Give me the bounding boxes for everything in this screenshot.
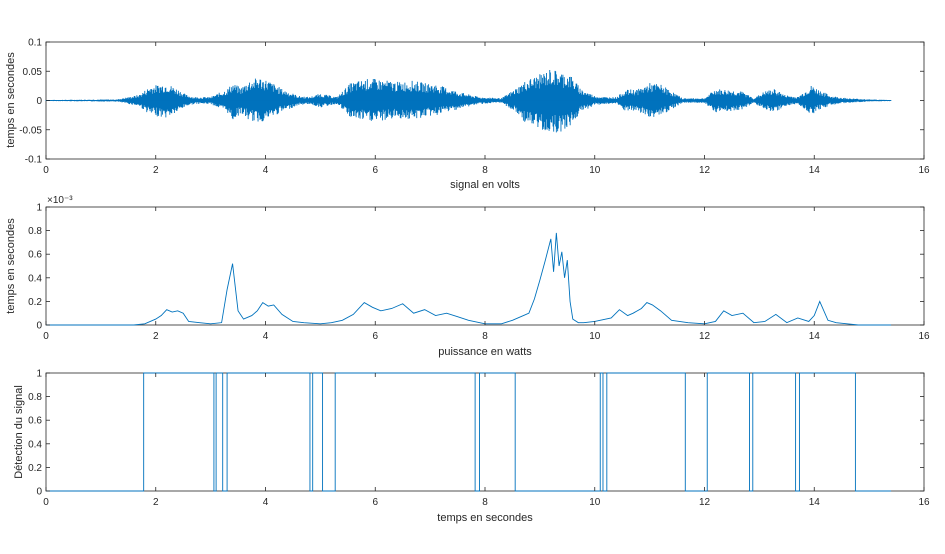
plot-signal-xtick-label: 2	[153, 165, 159, 176]
plot-signal-ytick-label: 0.05	[23, 67, 43, 78]
plot-signal-xtick-label: 12	[699, 165, 711, 176]
plot-signal-ytick-label: -0.05	[19, 125, 42, 136]
plot-power-xtick-label: 14	[809, 331, 821, 342]
plot-power-xtick-label: 8	[482, 331, 488, 342]
plot-detection-xtick-label: 8	[482, 497, 488, 508]
plot-power-xtick-label: 2	[153, 331, 159, 342]
plot-detection-xtick-label: 12	[699, 497, 711, 508]
plot-detection-xtick-label: 2	[153, 497, 159, 508]
plot-detection-xtick-label: 14	[809, 497, 821, 508]
plot-power-line	[46, 232, 892, 326]
plot-detection: 0 2 4 6 8 10 12 14 16 0 0.2 0.4 0.6 0.8 1 temps en sec…	[13, 369, 930, 525]
plot-power-xtick-label: 0	[43, 331, 49, 342]
plot-signal-ylabel: temps en secondes	[5, 52, 17, 148]
plot-detection-ylabel: Détection du signal	[13, 385, 25, 479]
plot-power-ytick-label: 0.2	[28, 297, 42, 308]
plot-detection-ytick-label: 0	[36, 487, 42, 498]
plot-detection-xtick-label: 10	[589, 497, 601, 508]
plot-detection-axes	[45, 372, 925, 492]
plot-power-axes	[45, 206, 925, 326]
plot-detection-xlabel: temps en secondes	[437, 512, 533, 524]
plot-signal-xlabel: signal en volts	[450, 179, 520, 191]
plot-power-xlabel: puissance en watts	[438, 346, 532, 358]
plot-detection-ytick-label: 0.4	[28, 439, 42, 450]
plot-power-xtick-label: 10	[589, 331, 601, 342]
plot-power-xtick-label: 6	[372, 331, 378, 342]
plot-power-multiplier: ×10⁻³	[47, 195, 73, 206]
plot-detection-xtick-label: 6	[372, 497, 378, 508]
plot-signal-ytick-label: -0.1	[25, 155, 43, 166]
plot-power-ytick-label: 0.8	[28, 226, 42, 237]
plot-detection-marks	[46, 372, 892, 492]
plot-detection-xtick-label: 16	[918, 497, 930, 508]
plot-detection-xtick-label: 4	[263, 497, 269, 508]
plot-signal-xtick-label: 4	[263, 165, 269, 176]
plot-power-ytick-label: 1	[36, 203, 42, 214]
plot-signal-xtick-label: 8	[482, 165, 488, 176]
plot-detection-ytick-label: 0.6	[28, 416, 42, 427]
plot-detection-line	[46, 372, 892, 492]
plot-detection-ytick-label: 0.2	[28, 463, 42, 474]
plot-detection-xtick-label: 0	[43, 497, 49, 508]
plot-power-marks	[46, 232, 892, 326]
plot-signal-xtick-label: 16	[918, 165, 930, 176]
plot-power-xtick-label: 12	[699, 331, 711, 342]
plot-signal-xtick-label: 0	[43, 165, 49, 176]
plot-signal-xtick-label: 6	[372, 165, 378, 176]
plot-power-xtick-label: 16	[918, 331, 930, 342]
plot-power: 0 2 4 6 8 10 12 14 16 0 0.2 0.4 0.6 0.8 1 ×10⁻³ puissa…	[5, 195, 930, 358]
plot-signal-xtick-label: 10	[589, 165, 601, 176]
plot-detection-ytick-label: 1	[36, 369, 42, 380]
plot-power-ytick-label: 0	[36, 321, 42, 332]
plot-signal-ytick-label: 0	[36, 96, 42, 107]
plot-signal-xtick-label: 14	[809, 165, 821, 176]
plot-detection-ticks: 0 2 4 6 8 10 12 14 16 0 0.2 0.4 0.6 0.8 1	[28, 369, 930, 509]
plot-power-xtick-label: 4	[263, 331, 269, 342]
plot-power-ytick-label: 0.4	[28, 273, 42, 284]
plot-power-ylabel: temps en secondes	[5, 218, 17, 314]
plot-detection-ytick-label: 0.8	[28, 392, 42, 403]
plot-power-ytick-label: 0.6	[28, 250, 42, 261]
plot-signal: 0 2 4 6 8 10 12 14 16 -0.1 -0.05 0 0.05 0.1 signal en…	[5, 38, 930, 192]
plot-signal-ytick-label: 0.1	[28, 38, 42, 49]
plot-power-ticks: 0 2 4 6 8 10 12 14 16 0 0.2 0.4 0.6 0.8 1	[28, 203, 930, 343]
plot-signal-ticks: 0 2 4 6 8 10 12 14 16 -0.1 -0.05 0 0.05 0.1	[19, 38, 930, 177]
